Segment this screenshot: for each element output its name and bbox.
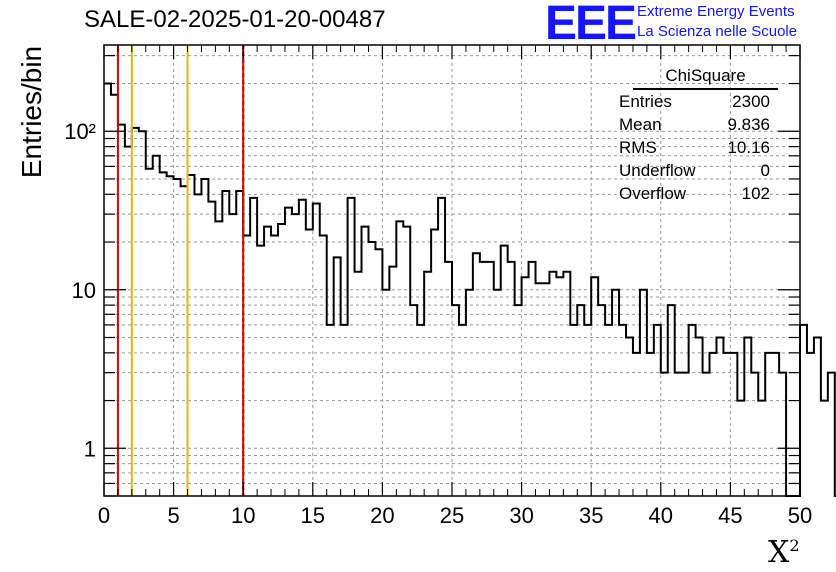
- x-tick-label: 0: [98, 503, 110, 528]
- x-axis-label: X2: [768, 535, 800, 570]
- stats-label: Entries: [619, 92, 672, 111]
- stats-title: ChiSquare: [633, 66, 778, 90]
- x-tick-label: 25: [440, 503, 464, 528]
- stats-label: RMS: [619, 138, 657, 157]
- y-tick-label: 1: [84, 436, 96, 461]
- stats-value: 0: [760, 161, 770, 180]
- stats-label: Mean: [619, 115, 662, 134]
- y-tick-label: 10: [72, 278, 96, 303]
- stats-row-mean: Mean 9.836: [611, 115, 778, 138]
- x-tick-label: 15: [301, 503, 325, 528]
- x-tick-label: 35: [579, 503, 603, 528]
- stats-row-entries: Entries 2300: [611, 92, 778, 115]
- x-tick-label: 10: [231, 503, 255, 528]
- stats-label: Underflow: [619, 161, 696, 180]
- stats-box: ChiSquare Entries 2300 Mean 9.836 RMS 10.16…: [611, 66, 778, 207]
- x-tick-label: 40: [649, 503, 673, 528]
- x-tick-label: 30: [509, 503, 533, 528]
- stats-value: 10.16: [727, 138, 770, 157]
- eee-logo: EEE: [545, 0, 637, 50]
- stats-row-underflow: Underflow 0: [611, 161, 778, 184]
- x-tick-label: 20: [370, 503, 394, 528]
- stats-value: 102: [741, 184, 770, 203]
- stats-row-rms: RMS 10.16: [611, 138, 778, 161]
- logo-subtitle-line2: La Scienza nelle Scuole: [637, 23, 798, 40]
- stats-value: 9.836: [727, 115, 770, 134]
- x-tick-label: 5: [167, 503, 179, 528]
- x-tick-label: 45: [718, 503, 742, 528]
- logo-subtitle-line1: Extreme Energy Events: [637, 3, 795, 20]
- chart-title: SALE-02-2025-01-20-00487: [84, 6, 386, 33]
- stats-row-overflow: Overflow 102: [611, 184, 778, 207]
- stats-value: 2300: [732, 92, 770, 111]
- stats-label: Overflow: [619, 184, 687, 203]
- x-tick-label: 50: [788, 503, 812, 528]
- y-tick-label: 10²: [64, 119, 96, 144]
